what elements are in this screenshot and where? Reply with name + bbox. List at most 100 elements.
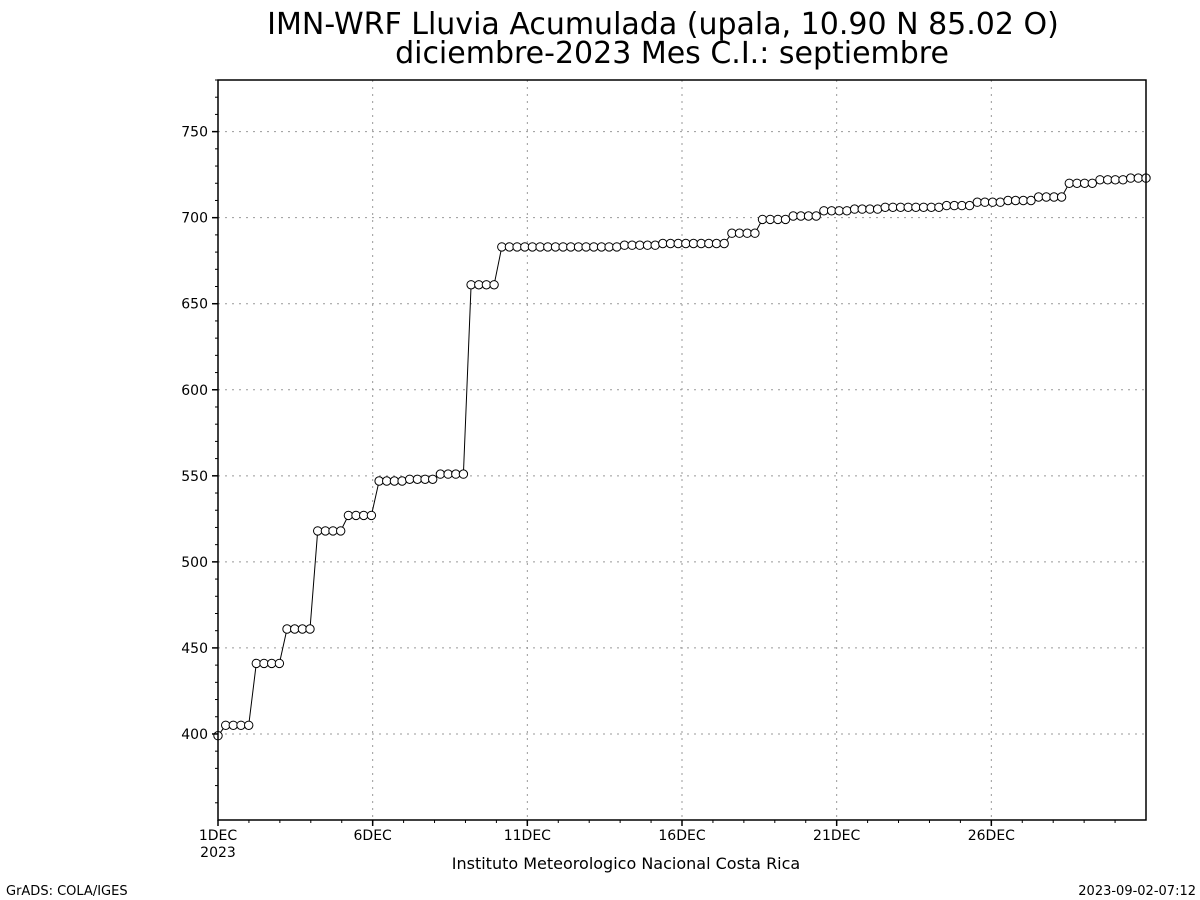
data-point xyxy=(635,240,645,250)
data-point xyxy=(811,211,821,221)
data-point xyxy=(642,240,653,250)
footer-left: GrADS: COLA/IGES xyxy=(6,884,128,899)
data-point xyxy=(397,476,407,486)
data-point xyxy=(803,211,814,221)
chart-subtitle: diciembre-2023 Mes C.I.: septiembre xyxy=(395,36,949,71)
data-point xyxy=(665,238,676,249)
data-points xyxy=(213,173,1151,741)
data-point xyxy=(466,280,476,290)
data-point xyxy=(527,242,538,252)
data-point xyxy=(1079,178,1090,189)
data-point xyxy=(1110,175,1121,185)
data-point xyxy=(964,200,975,211)
data-point xyxy=(244,720,254,730)
data-point xyxy=(305,624,315,634)
footer-right: 2023-09-02-07:12 xyxy=(1078,884,1196,899)
data-point xyxy=(1133,173,1144,183)
data-point xyxy=(1087,178,1098,189)
data-point xyxy=(274,658,285,669)
data-point xyxy=(228,720,239,730)
data-point xyxy=(880,202,890,213)
data-point xyxy=(412,474,423,484)
data-point xyxy=(711,238,722,249)
data-point xyxy=(1018,195,1028,206)
data-point xyxy=(688,238,699,249)
y-tick-label: 750 xyxy=(181,125,208,141)
data-point xyxy=(566,242,576,252)
y-tick-label: 700 xyxy=(181,211,208,227)
y-tick-label: 650 xyxy=(181,297,208,313)
data-point xyxy=(704,238,714,249)
data-point xyxy=(857,204,867,214)
data-point xyxy=(267,658,277,669)
data-point xyxy=(681,238,691,249)
x-tick-label: 1DEC xyxy=(199,828,238,844)
data-point xyxy=(819,206,829,216)
x-tick-label: 6DEC xyxy=(354,828,393,844)
grid-lines xyxy=(218,80,1146,820)
data-point xyxy=(757,214,768,225)
data-point xyxy=(719,238,729,249)
data-point xyxy=(995,197,1005,207)
chart-title: IMN-WRF Lluvia Acumulada (upala, 10.90 N… xyxy=(267,7,1059,42)
data-point xyxy=(872,204,883,214)
data-point xyxy=(742,228,752,238)
data-point xyxy=(765,214,775,225)
data-point xyxy=(589,242,599,252)
y-tick-label: 400 xyxy=(181,727,208,743)
y-tick-label: 550 xyxy=(181,469,208,485)
data-point xyxy=(382,476,392,486)
data-point xyxy=(658,238,668,249)
y-tick-label: 600 xyxy=(181,383,208,399)
data-point xyxy=(359,510,369,521)
data-point xyxy=(980,197,990,207)
x-axis-label: Instituto Meteorologico Nacional Costa R… xyxy=(452,854,800,873)
data-point xyxy=(911,202,921,213)
data-point xyxy=(259,658,269,669)
data-point xyxy=(750,228,760,238)
data-point xyxy=(1041,192,1052,202)
data-point xyxy=(428,474,438,484)
data-point xyxy=(987,197,998,207)
data-point xyxy=(1095,175,1105,185)
data-point xyxy=(834,206,844,216)
data-point xyxy=(865,204,875,214)
data-point xyxy=(941,200,952,211)
series-line xyxy=(217,177,1146,736)
data-point xyxy=(612,242,622,252)
data-point xyxy=(351,510,361,521)
data-series xyxy=(217,177,1146,736)
data-point xyxy=(443,469,453,479)
data-point xyxy=(1026,195,1036,206)
data-point xyxy=(780,214,791,225)
x-axis-ticks: 1DEC 6DEC 11DEC 16DEC 21DEC 26DEC 2023 xyxy=(199,820,1116,861)
data-point xyxy=(957,200,967,211)
data-point xyxy=(435,469,446,479)
data-point xyxy=(236,720,246,730)
data-point xyxy=(934,202,944,213)
data-point xyxy=(389,476,400,486)
x-tick-label: 21DEC xyxy=(813,828,860,844)
data-point xyxy=(604,242,614,252)
data-point xyxy=(1064,178,1075,189)
data-point xyxy=(842,206,852,216)
data-point xyxy=(788,211,798,221)
data-point xyxy=(313,526,323,536)
data-point xyxy=(1033,192,1044,202)
y-axis-ticks: 400 450 500 550 600 650 700 750 xyxy=(181,79,218,804)
data-point xyxy=(918,202,929,213)
data-point xyxy=(481,280,492,290)
data-point xyxy=(366,510,377,521)
x-tick-label: 26DEC xyxy=(968,828,1015,844)
y-tick-label: 450 xyxy=(181,641,208,657)
data-point xyxy=(1056,192,1067,202)
data-point xyxy=(512,242,522,252)
data-point xyxy=(1118,175,1128,185)
data-point xyxy=(282,624,292,634)
x-tick-label: 16DEC xyxy=(658,828,705,844)
data-point xyxy=(328,526,338,536)
data-point xyxy=(504,242,515,252)
x-tick-label: 11DEC xyxy=(504,828,551,844)
data-point xyxy=(581,242,591,252)
